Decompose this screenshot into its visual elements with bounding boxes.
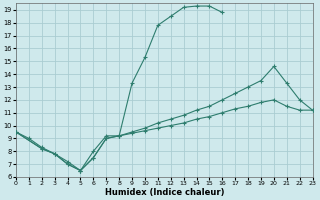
- X-axis label: Humidex (Indice chaleur): Humidex (Indice chaleur): [105, 188, 224, 197]
